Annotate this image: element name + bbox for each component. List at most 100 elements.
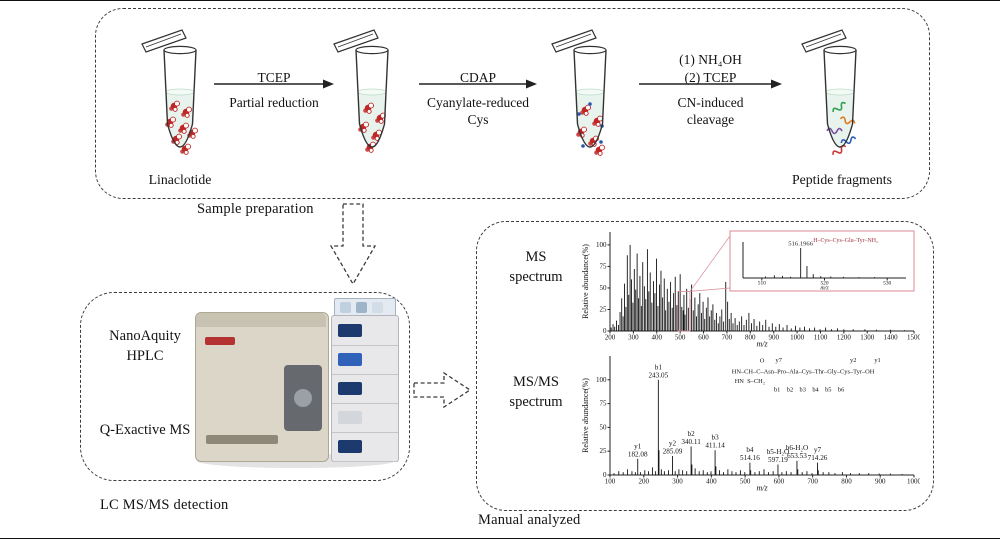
caption-lc-msms-detection: LC MS/MS detection: [100, 497, 229, 513]
tube-cap-icon: [141, 29, 187, 53]
hplc-label: NanoAquity HPLC: [109, 328, 181, 365]
svg-text:1100: 1100: [814, 334, 828, 342]
figure-bottom-border: [0, 538, 1000, 539]
step-reagent-label: TCEP: [257, 69, 291, 85]
hplc-stack-unit: [331, 298, 399, 462]
svg-text:1500: 1500: [907, 334, 920, 342]
detection-panel: [80, 292, 410, 481]
hplc-modules: [331, 315, 399, 462]
svg-text:0: 0: [603, 327, 607, 335]
tube-linaclotide: [140, 26, 220, 176]
arrow-right-icon: [639, 79, 782, 89]
svg-text:0: 0: [603, 471, 607, 479]
tube-contents: [165, 100, 198, 155]
svg-text:1300: 1300: [860, 334, 875, 342]
svg-text:510: 510: [758, 281, 766, 287]
bottle-icon: [340, 302, 351, 313]
svg-text:y2: y2: [669, 439, 677, 447]
tube-contents: [358, 102, 386, 153]
ms-zoom-inset-chart: 510 520 530 m/z 516.1966 H–Cys–Cys–Glu–Tyr–NH…: [742, 238, 906, 291]
svg-text:b1 b2 b3 b4 b5: b1 b2 b3 b4 b5 b6: [774, 387, 844, 394]
hplc-module-row: [332, 432, 398, 462]
step-cyanylation: CDAP Cyanylate-reduced Cys: [418, 18, 538, 168]
svg-text:520: 520: [820, 281, 828, 287]
svg-text:b4: b4: [746, 446, 754, 454]
svg-text:182.08: 182.08: [628, 450, 648, 458]
flow-arrow-down-icon: [329, 203, 377, 286]
svg-text:500: 500: [675, 334, 686, 342]
svg-text:75: 75: [600, 262, 608, 270]
hplc-module-row: [332, 403, 398, 433]
tube-rim: [823, 45, 857, 55]
svg-text:y2: y2: [850, 357, 856, 364]
inlet-circle: [294, 389, 312, 407]
svg-text:700: 700: [722, 334, 733, 342]
hplc-module-row: [332, 316, 398, 346]
tube-peptide-fragments: [800, 26, 880, 176]
tube-cap-icon: [333, 29, 379, 53]
svg-text:y1: y1: [874, 357, 880, 364]
label-peptide-fragments: Peptide fragments: [791, 172, 892, 187]
svg-text:900: 900: [768, 334, 779, 342]
step-action-label: Partial reduction: [229, 95, 319, 110]
svg-text:400: 400: [652, 334, 663, 342]
step-cleavage: (1) NH₄OH (2) TCEP CN-induced cleavage: [638, 18, 783, 168]
svg-text:900: 900: [875, 478, 886, 486]
svg-text:b3: b3: [711, 434, 719, 442]
msms-spectrum-label: MS/MS spectrum: [509, 374, 563, 411]
ms-spectrum-chart: 200 300 400 500 600 700 800 900 1000 1100 1200 1300…: [581, 230, 920, 348]
step-reagent-label: (1) NH₄OH (2) TCEP: [679, 52, 742, 85]
sample-preparation-panel: [95, 8, 930, 199]
svg-text:y7: y7: [776, 357, 783, 364]
svg-text:714.26: 714.26: [808, 454, 828, 462]
lc-ms-instrument-photo: [193, 298, 403, 470]
svg-text:25: 25: [600, 447, 608, 455]
svg-text:75: 75: [600, 400, 608, 408]
hplc-screen: [338, 353, 362, 366]
svg-text:597.19: 597.19: [768, 456, 788, 464]
svg-text:800: 800: [841, 478, 852, 486]
svg-text:100: 100: [596, 241, 607, 249]
mass-spec-unit: [195, 312, 329, 462]
svg-text:b2: b2: [688, 430, 696, 438]
tube-rim: [163, 45, 197, 55]
hplc-module-row: [332, 345, 398, 375]
bottle-icon: [356, 302, 367, 313]
hplc-module-row: [332, 374, 398, 404]
svg-text:100: 100: [605, 478, 616, 486]
tube-reduced: [332, 26, 412, 176]
svg-text:411.14: 411.14: [705, 442, 725, 450]
svg-text:50: 50: [600, 284, 608, 292]
svg-text:100: 100: [596, 376, 607, 384]
svg-text:50: 50: [600, 423, 608, 431]
caption-manual-analyzed: Manual analyzed: [478, 512, 581, 528]
svg-text:514.16: 514.16: [740, 454, 760, 462]
svg-text:Relative abundance(%): Relative abundance(%): [581, 244, 590, 319]
svg-text:653.53: 653.53: [787, 452, 807, 460]
svg-text:285.09: 285.09: [663, 447, 683, 455]
tube-cap-icon: [801, 29, 847, 53]
svg-text:m/z: m/z: [756, 484, 768, 493]
svg-text:b5-H₂O: b5-H₂O: [767, 448, 789, 456]
svg-text:200: 200: [605, 334, 616, 342]
label-linaclotide: Linaclotide: [148, 172, 212, 187]
caption-sample-preparation: Sample preparation: [197, 201, 314, 217]
ms-spectrum-label: MS spectrum: [509, 249, 563, 286]
svg-text:b6-H₂O: b6-H₂O: [786, 444, 808, 452]
qexactive-label: Q-Exactive MS: [99, 422, 191, 438]
svg-text:200: 200: [639, 478, 650, 486]
step-partial-reduction: TCEP Partial reduction: [213, 18, 335, 168]
svg-text:b1: b1: [655, 363, 663, 371]
svg-text:800: 800: [745, 334, 756, 342]
figure-top-border: [0, 0, 1000, 1]
arrow-right-icon: [419, 79, 537, 89]
mass-spec-top-strip: [196, 313, 326, 327]
svg-text:HN S–CH₂: HN S–CH₂: [735, 378, 765, 385]
hplc-screen: [338, 382, 362, 395]
svg-text:1000: 1000: [790, 334, 805, 342]
svg-text:700: 700: [807, 478, 818, 486]
svg-text:400: 400: [706, 478, 717, 486]
svg-text:500: 500: [740, 478, 751, 486]
tube-contents: [576, 102, 605, 156]
instrument-logo: [205, 337, 235, 345]
